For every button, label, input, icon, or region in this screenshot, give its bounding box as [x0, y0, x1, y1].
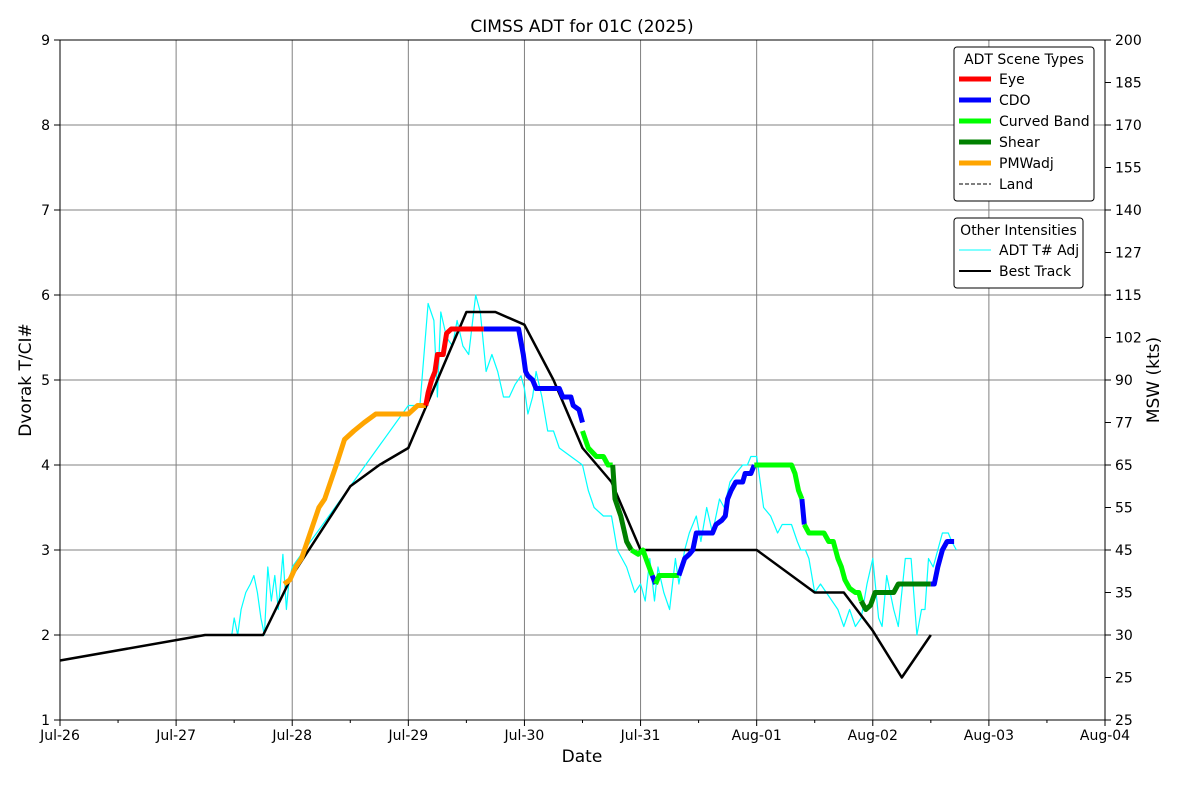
series-line-cdo: [799, 498, 807, 525]
series-line-curved-band: [754, 462, 805, 500]
series-line-best-track: [59, 310, 932, 679]
y-tick-label-right: 77: [1115, 416, 1133, 432]
y-tick-label-right: 55: [1115, 501, 1133, 517]
x-tick-label: Jul-27: [155, 728, 196, 744]
y-tick-label-left: 2: [41, 628, 50, 644]
series-line-shear: [859, 581, 931, 612]
y-tick-label-right: 185: [1115, 76, 1142, 92]
series-line-eye: [423, 326, 484, 406]
x-tick-label: Jul-28: [271, 728, 312, 744]
y-tick-label-right: 25: [1115, 671, 1133, 687]
y-tick-label-right: 25: [1115, 713, 1133, 729]
axes: Jul-26 Jul-27 Jul-28 Jul-29 Jul-30 Jul-31 Aug-…: [39, 33, 1142, 744]
y-tick-label-right: 102: [1115, 331, 1142, 347]
x-tick-label: Jul-31: [620, 728, 661, 744]
y-tick-label-left: 9: [41, 33, 50, 49]
y-axis-title-right: MSW (kts): [1144, 337, 1164, 423]
x-tick-label: Jul-30: [504, 728, 545, 744]
x-tick-label: Aug-01: [732, 728, 782, 744]
series-lines: [59, 294, 957, 679]
series-line-pmwadj: [282, 403, 426, 587]
y-tick-label-right: 200: [1115, 33, 1142, 49]
y-tick-label-left: 4: [41, 458, 50, 474]
y-tick-label-right: 35: [1115, 586, 1133, 602]
y-tick-label-left: 1: [41, 713, 50, 729]
y-tick-label-left: 6: [41, 288, 50, 304]
legend-scene-label: Curved Band: [999, 114, 1090, 130]
series-line-curved-band: [802, 523, 864, 602]
x-tick-label: Aug-02: [848, 728, 898, 744]
legend-scene-title: ADT Scene Types: [964, 52, 1084, 68]
y-tick-label-left: 5: [41, 373, 50, 389]
legend-scene-label: CDO: [999, 93, 1031, 109]
x-tick-label: Aug-04: [1080, 728, 1130, 744]
series-line-cdo: [930, 539, 955, 587]
legend-other-title: Other Intensities: [960, 223, 1077, 239]
legend-other-label: Best Track: [999, 264, 1072, 280]
x-tick-label: Jul-29: [387, 728, 428, 744]
series-line-cdo: [676, 464, 757, 577]
series-line-curved-band: [580, 430, 613, 468]
y-tick-label-left: 7: [41, 203, 50, 219]
x-axis-title: Date: [562, 747, 603, 767]
series-line-shear: [610, 464, 634, 552]
legend-scene-label: Land: [999, 177, 1033, 193]
y-tick-label-right: 170: [1115, 118, 1142, 134]
y-tick-label-right: 115: [1115, 288, 1142, 304]
legend-scene-label: PMWadj: [999, 156, 1054, 172]
y-tick-label-right: 90: [1115, 373, 1133, 389]
legend-other-label: ADT T# Adj: [999, 243, 1079, 259]
legend-scene-label: Shear: [999, 135, 1040, 151]
chart-title: CIMSS ADT for 01C (2025): [470, 17, 693, 37]
y-tick-label-right: 30: [1115, 628, 1133, 644]
x-tick-label: Aug-03: [964, 728, 1014, 744]
y-axis-title-left: Dvorak T/CI#: [16, 323, 36, 436]
series-line-curved-band: [653, 573, 679, 585]
series-line-curved-band: [629, 547, 655, 577]
y-tick-label-right: 140: [1115, 203, 1142, 219]
y-tick-label-right: 155: [1115, 161, 1142, 177]
legend-scene-label: Eye: [999, 72, 1025, 88]
grid-lines: [59, 39, 1106, 721]
y-tick-label-right: 65: [1115, 458, 1133, 474]
y-tick-label-left: 8: [41, 118, 50, 134]
x-tick-label: Jul-26: [39, 728, 80, 744]
legends: ADT Scene Types Eye CDO Curved Band Shear PMW…: [953, 46, 1095, 289]
series-line-cdo: [483, 326, 585, 424]
y-tick-label-right: 127: [1115, 246, 1142, 262]
y-tick-label-left: 3: [41, 543, 50, 559]
y-tick-label-right: 45: [1115, 543, 1133, 559]
